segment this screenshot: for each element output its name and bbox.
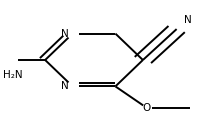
- Text: N: N: [184, 15, 191, 25]
- Text: O: O: [143, 103, 151, 113]
- Text: N: N: [61, 81, 69, 91]
- Text: H₂N: H₂N: [3, 70, 22, 80]
- Text: N: N: [61, 29, 69, 39]
